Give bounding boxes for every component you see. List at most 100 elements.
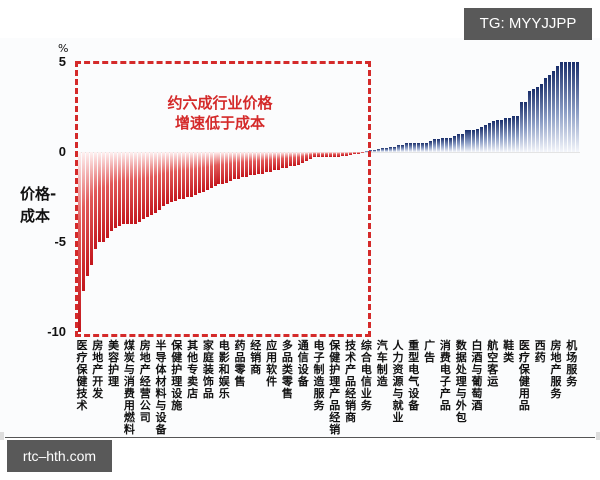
x-tick-label: 通信设备: [297, 339, 309, 388]
x-tick-label: 家庭装饰品: [202, 339, 214, 400]
bar: [297, 152, 301, 165]
bar: [456, 134, 460, 152]
x-tick-label: 机场服务: [566, 339, 578, 388]
y-axis-unit: %: [58, 42, 69, 55]
bar: [145, 152, 149, 217]
x-tick-label: 医疗保健用品: [518, 339, 530, 412]
bar: [181, 152, 185, 199]
x-tick-label: 数据处理与外包: [455, 339, 467, 424]
x-tick-label: 综合电信业务: [360, 339, 372, 412]
x-tick-label: 医疗保健技术: [76, 339, 88, 412]
bar: [197, 152, 201, 194]
chart-annotation: 约六成行业价格 增速低于成本: [140, 93, 300, 133]
y-axis-label: 价格- 成本: [20, 183, 56, 227]
bar: [121, 152, 125, 224]
bar: [428, 141, 432, 152]
x-tick-label: 煤炭与消费用燃料: [123, 339, 135, 436]
bar: [173, 152, 177, 201]
bar: [161, 152, 165, 206]
bar: [404, 143, 408, 152]
bar: [344, 152, 348, 156]
bar: [360, 152, 364, 153]
bar: [189, 152, 193, 197]
bar: [448, 137, 452, 152]
bar: [257, 152, 261, 174]
y-axis-label-line2: 成本: [20, 207, 51, 225]
bar: [225, 152, 229, 183]
bar: [245, 152, 249, 178]
bar: [153, 152, 157, 214]
bar: [177, 152, 181, 199]
bar: [213, 152, 217, 187]
bar: [536, 87, 540, 152]
bar: [504, 117, 508, 152]
bar: [508, 117, 512, 152]
bar: [380, 148, 384, 152]
panel-edge-right: [596, 432, 600, 440]
bar: [133, 152, 137, 224]
bar: [101, 152, 105, 242]
bar: [372, 150, 376, 152]
bar: [568, 62, 571, 152]
bar: [97, 152, 101, 242]
bar: [352, 152, 356, 154]
bar: [93, 152, 97, 250]
bar: [277, 152, 281, 170]
bar: [388, 146, 392, 152]
bar: [472, 130, 476, 152]
x-tick-label: 其他专卖店: [187, 339, 199, 400]
bar: [137, 152, 141, 223]
annotation-line1: 约六成行业价格: [167, 94, 273, 112]
bar: [205, 152, 209, 190]
panel-bottom-border: [5, 437, 595, 438]
bar: [492, 121, 496, 152]
bar: [313, 152, 317, 158]
bar: [452, 135, 456, 152]
bar: [532, 89, 536, 152]
x-tick-label: 技术产品经销商: [345, 339, 357, 424]
bar: [265, 152, 269, 172]
bar: [301, 152, 305, 163]
bar: [341, 152, 344, 156]
bar: [109, 152, 113, 232]
bar: [420, 143, 424, 152]
bar: [576, 62, 579, 152]
highlight-box: [75, 61, 371, 337]
bar: [149, 152, 153, 215]
bar: [572, 62, 575, 152]
bar: [325, 152, 328, 158]
bar: [364, 151, 368, 152]
bar: [337, 152, 340, 157]
bar: [460, 134, 464, 152]
bar: [305, 152, 309, 161]
bar: [249, 152, 253, 176]
bar: [289, 152, 293, 167]
bar: [356, 152, 360, 154]
x-tick-label: 半导体材料与设备: [155, 339, 167, 436]
x-tick-label: 保健护理设施: [171, 339, 183, 412]
x-tick-label: 人力资源与就业: [392, 339, 404, 424]
bar: [333, 152, 336, 157]
bar: [229, 152, 233, 181]
bar: [556, 65, 560, 152]
bar: [129, 152, 133, 224]
bar: [233, 152, 237, 179]
bar: [416, 143, 420, 152]
x-tick-label: 西药: [534, 339, 546, 364]
bar: [113, 152, 117, 228]
bar: [496, 119, 500, 152]
x-tick-label: 电子制造服务: [313, 339, 325, 412]
bar: [285, 152, 289, 169]
bar: [321, 152, 324, 158]
x-tick-label: 航空客运: [487, 339, 499, 388]
bar: [237, 152, 241, 179]
watermark-top-right: TG: MYYJJPP: [464, 8, 592, 40]
x-tick-label: 消费电子产品: [439, 339, 451, 412]
bar: [516, 116, 520, 152]
bar: [392, 146, 396, 152]
bar: [221, 152, 225, 185]
bar: [141, 152, 145, 219]
x-tick-label: 汽车制造: [376, 339, 388, 388]
bar: [209, 152, 213, 188]
